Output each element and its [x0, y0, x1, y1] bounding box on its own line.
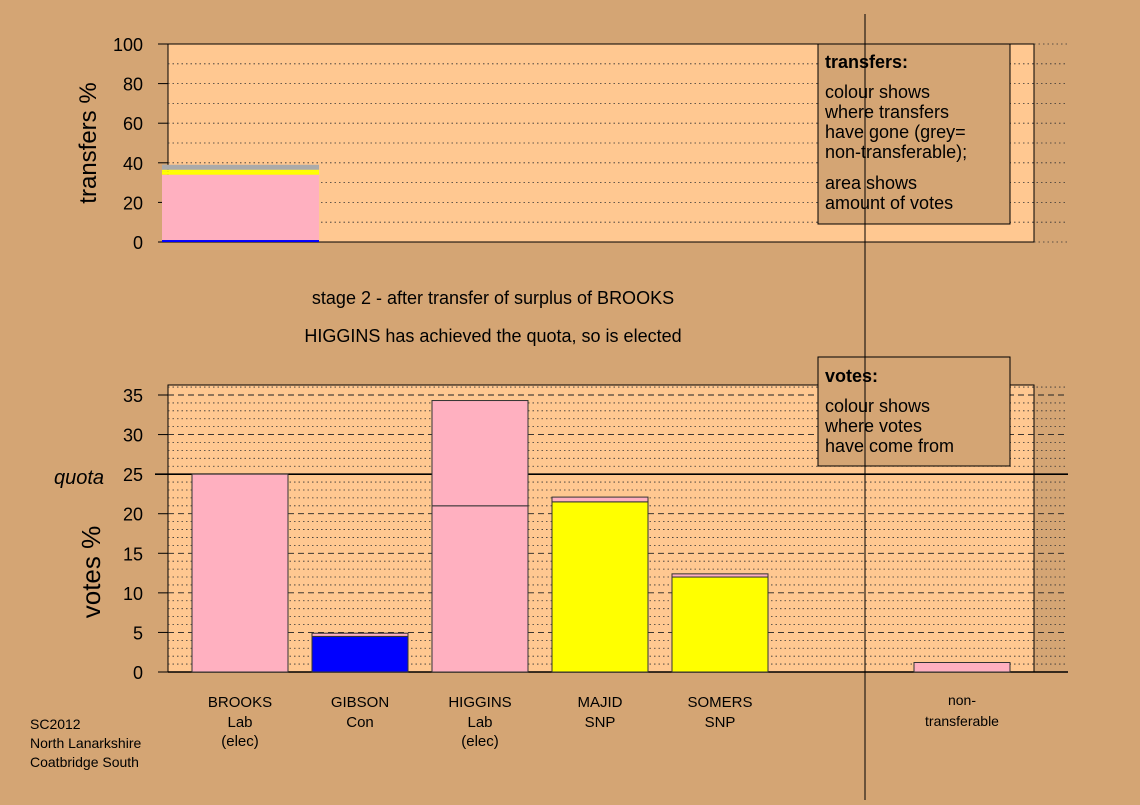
votes-tick-label: 10: [123, 584, 143, 604]
transfers-y-axis-label: transfers %: [75, 82, 102, 203]
bar-higgins-segment-2: [431, 400, 529, 507]
transfers-legend-line: amount of votes: [825, 193, 953, 213]
status-message: HIGGINS has achieved the quota, so is el…: [304, 326, 681, 346]
footer-ward: Coatbridge South: [30, 754, 139, 770]
votes-tick-label: 15: [123, 544, 143, 564]
transfers-segment-somers: [162, 169, 319, 172]
votes-tick-label: 0: [133, 663, 143, 683]
votes-legend-title: votes:: [825, 366, 878, 386]
transfers-tick-label: 100: [113, 35, 143, 55]
transfers-segment-majid: [162, 171, 319, 175]
bar-somers-segment-1: [671, 576, 769, 673]
bar-gibson-segment-1: [311, 635, 409, 673]
transfers-segment-gibson: [162, 240, 319, 242]
nontransferable-label: transferable: [925, 713, 999, 729]
transfers-segment-higgins: [162, 174, 319, 241]
footer-council: North Lanarkshire: [30, 735, 141, 751]
transfers-legend-line: colour shows: [825, 82, 930, 102]
votes-tick-label: 25: [123, 465, 143, 485]
transfers-tick-label: 0: [133, 233, 143, 253]
transfers-tick-label: 20: [123, 193, 143, 213]
bar-gibson-segment-2: [311, 632, 409, 637]
candidate-name-brooks: BROOKS: [208, 694, 272, 711]
transfers-tick-label: 80: [123, 75, 143, 95]
votes-legend-line: colour shows: [825, 396, 930, 416]
bar-somers-segment-2: [671, 573, 769, 578]
transfers-tick-label: 60: [123, 114, 143, 134]
transfers-legend-line: area shows: [825, 173, 917, 193]
votes-tick-label: 30: [123, 426, 143, 446]
votes-y-axis-label: votes %: [76, 526, 106, 619]
bar-brooks-segment-1: [191, 473, 289, 673]
bar-majid-segment-2: [551, 496, 649, 503]
candidate-party-somers: SNP: [705, 714, 736, 731]
transfers-legend-line: have gone (grey=: [825, 122, 966, 142]
votes-legend-line: have come from: [825, 436, 954, 456]
votes-legend-line: where votes: [824, 416, 922, 436]
candidate-party-majid: SNP: [585, 714, 616, 731]
transfers-legend-line: non-transferable);: [825, 142, 967, 162]
bar-nontransferable: [913, 662, 1011, 673]
candidate-name-gibson: GIBSON: [331, 694, 389, 711]
transfers-y-ticks: 0 20 40 60 80 100: [113, 35, 168, 253]
votes-legend-box: [817, 356, 1011, 467]
candidate-name-majid: MAJID: [578, 694, 623, 711]
candidate-status-brooks: (elec): [221, 733, 259, 750]
candidate-party-gibson: Con: [346, 714, 374, 731]
votes-tick-label: 20: [123, 505, 143, 525]
footer-year: SC2012: [30, 716, 81, 732]
votes-bars: [191, 400, 1011, 673]
nontransferable-label: non-: [948, 692, 976, 708]
candidate-party-brooks: Lab: [227, 714, 252, 731]
candidate-party-higgins: Lab: [467, 714, 492, 731]
votes-x-labels: BROOKS Lab (elec) GIBSON Con HIGGINS Lab (elec)…: [208, 692, 999, 750]
candidate-name-higgins: HIGGINS: [448, 694, 511, 711]
transfers-bar: [162, 164, 319, 242]
candidate-status-higgins: (elec): [461, 733, 499, 750]
transfers-legend-line: where transfers: [824, 102, 949, 122]
votes-y-ticks: 0 5 10 15 20 25 30 35: [123, 386, 168, 683]
votes-tick-label: 35: [123, 386, 143, 406]
stage-message: stage 2 - after transfer of surplus of B…: [312, 288, 674, 308]
quota-label: quota: [54, 467, 104, 489]
transfers-legend-box: [817, 43, 1011, 225]
candidate-name-somers: SOMERS: [687, 694, 752, 711]
transfers-segment-non-transferable: [162, 164, 319, 170]
transfers-legend-title: transfers:: [825, 52, 908, 72]
bar-majid-segment-1: [551, 501, 649, 673]
votes-tick-label: 5: [133, 623, 143, 643]
bar-higgins-segment-1: [431, 505, 529, 673]
transfers-tick-label: 40: [123, 154, 143, 174]
